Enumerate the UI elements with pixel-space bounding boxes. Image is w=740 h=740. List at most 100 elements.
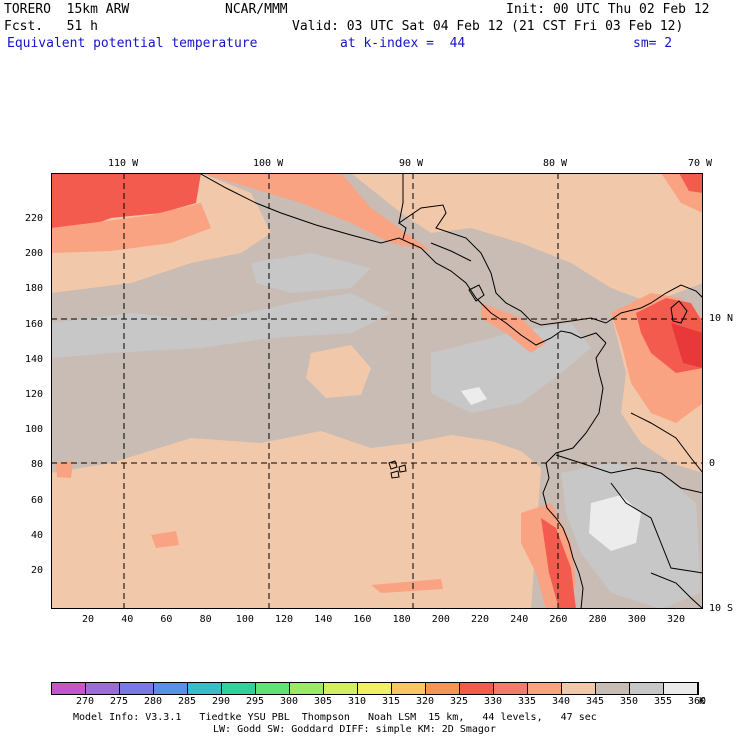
y-tick-label: 20: [31, 565, 44, 576]
smoothing-label: sm= 2: [633, 36, 673, 51]
coastline-caribbean: [398, 173, 703, 326]
colorbar-swatch: [528, 683, 562, 694]
colorbar-swatch: [324, 683, 358, 694]
salmon-patch-sw: [151, 531, 179, 548]
x-tick-label: 240: [510, 614, 529, 625]
colorbar-label: 340: [552, 696, 571, 707]
map-border: [51, 173, 703, 609]
lon-label-110w: 110 W: [108, 158, 139, 169]
colorbar-swatch: [494, 683, 528, 694]
gray-band-3: [251, 253, 371, 293]
lon-label-90w: 90 W: [399, 158, 424, 169]
x-tick-label: 180: [392, 614, 411, 625]
red-ne-corner: [679, 173, 703, 193]
x-tick-label: 20: [82, 614, 95, 625]
colorbar-label: 345: [586, 696, 605, 707]
lat-label-10s: 10 S: [709, 603, 734, 614]
x-tick-label: 100: [235, 614, 254, 625]
x-tick-label: 60: [160, 614, 173, 625]
x-tick-label: 140: [314, 614, 333, 625]
lat-label-0: 0: [709, 458, 716, 469]
colorbar-swatch: [120, 683, 154, 694]
colorbar-swatch: [460, 683, 494, 694]
x-tick-label: 120: [275, 614, 294, 625]
y-tick-label: 40: [31, 529, 44, 541]
lat-label-10n: 10 N: [709, 313, 734, 324]
gray-band-1: [51, 293, 391, 358]
y-tick-label: 220: [25, 213, 44, 224]
salmon-region-nw: [51, 203, 211, 253]
colorbar-label: 310: [348, 696, 367, 707]
salmon-patch-w: [56, 461, 73, 478]
x-tick-label: 200: [431, 614, 450, 625]
colorbar-label: 330: [484, 696, 503, 707]
white-patch: [589, 495, 641, 551]
colorbar-label: 270: [76, 696, 95, 707]
colorbar-label: 315: [382, 696, 401, 707]
org-label: NCAR/MMM: [225, 2, 288, 17]
y-tick-label: 140: [25, 353, 44, 365]
x-tick-label: 280: [588, 614, 607, 625]
colorbar-label: 335: [518, 696, 537, 707]
colorbar-label: 325: [450, 696, 469, 707]
x-tick-label: 160: [353, 614, 372, 625]
colorbar-label: 280: [144, 696, 163, 707]
colorbar-swatch: [392, 683, 426, 694]
y-tick-label: 100: [25, 424, 44, 436]
y-tick-label: 80: [31, 459, 44, 471]
colorbar-swatch: [630, 683, 664, 694]
lake-nicaragua: [468, 284, 485, 302]
colorbar-label: 305: [314, 696, 333, 707]
galapagos-3: [390, 470, 400, 479]
y-tick-label: 120: [25, 389, 44, 400]
x-tick-label: 220: [471, 614, 490, 625]
colorbar-swatch: [86, 683, 120, 694]
y-tick-label: 200: [25, 248, 44, 260]
model-label: TORERO 15km ARW: [4, 2, 130, 17]
deep-red-venezuela: [671, 323, 703, 368]
lon-label-80w: 80 W: [543, 158, 568, 169]
colorbar-swatch: [358, 683, 392, 694]
galapagos-2: [398, 464, 407, 473]
y-tick-label: 160: [25, 318, 44, 330]
colorbar-label: 320: [416, 696, 435, 707]
border-honduras: [430, 242, 472, 262]
colorbar-label: 350: [620, 696, 639, 707]
salmon-region-coast: [201, 173, 431, 251]
x-tick-label: 320: [667, 614, 686, 625]
colorbar-swatch: [256, 683, 290, 694]
lon-label-70w: 70 W: [688, 158, 713, 169]
colorbar-label: 300: [280, 696, 299, 707]
physics-info-line: LW: Godd SW: Goddard DIFF: simple KM: 2D…: [213, 724, 496, 735]
border-bolivia: [650, 572, 703, 609]
colorbar: [51, 682, 699, 695]
y-tick-label: 180: [25, 283, 44, 295]
colorbar-label: 275: [110, 696, 129, 707]
colorbar-label: 285: [178, 696, 197, 707]
colorbar-unit-label: K: [699, 696, 706, 707]
x-tick-label: 80: [199, 614, 212, 625]
x-tick-label: 40: [121, 614, 134, 625]
colorbar-swatch: [562, 683, 596, 694]
tan-region-south: [51, 431, 541, 609]
tan-region-central: [306, 345, 371, 398]
x-tick-label: 300: [627, 614, 646, 625]
coastline-south-america-west: [542, 342, 607, 609]
init-label: Init: 00 UTC Thu 02 Feb 12: [506, 2, 710, 17]
x-tick-label: 260: [549, 614, 568, 625]
forecast-hour-label: Fcst. 51 h: [4, 19, 98, 34]
red-region-nw: [51, 173, 201, 233]
salmon-patch-s: [371, 579, 443, 593]
lon-label-100w: 100 W: [253, 158, 284, 169]
model-info-line: Model Info: V3.3.1 Tiedtke YSU PBL Thomp…: [73, 712, 597, 723]
valid-time-label: Valid: 03 UTC Sat 04 Feb 12 (21 CST Fri …: [292, 19, 684, 34]
colorbar-label: 290: [212, 696, 231, 707]
colorbar-swatch: [188, 683, 222, 694]
colorbar-swatch: [664, 683, 698, 694]
white-patch-2: [461, 387, 487, 405]
colorbar-swatch: [154, 683, 188, 694]
colorbar-swatch: [52, 683, 86, 694]
border-peru-brazil: [610, 482, 703, 574]
equivalent-potential-temperature-map: [51, 173, 703, 609]
colorbar-swatch: [290, 683, 324, 694]
